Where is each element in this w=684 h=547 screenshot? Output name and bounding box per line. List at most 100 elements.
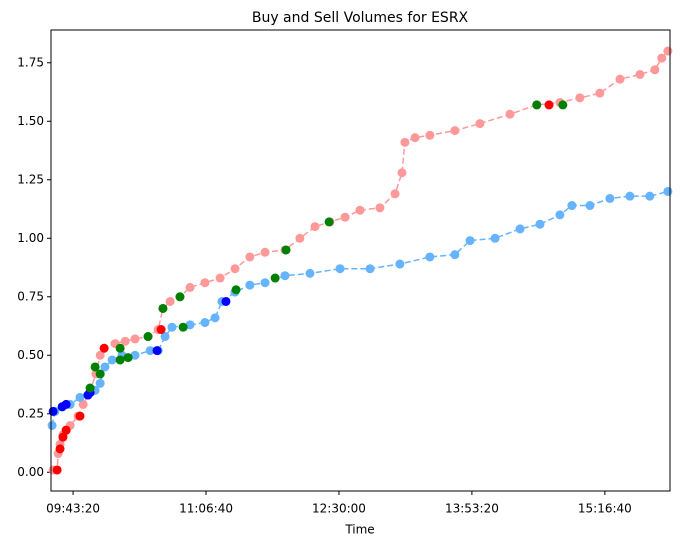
data-point bbox=[100, 362, 110, 372]
data-point bbox=[515, 224, 525, 234]
data-point bbox=[115, 343, 125, 353]
x-tick-label: 11:06:40 bbox=[179, 502, 233, 516]
data-point bbox=[425, 130, 435, 140]
data-point bbox=[210, 313, 220, 323]
data-point bbox=[99, 343, 109, 353]
data-point bbox=[310, 222, 320, 232]
data-point bbox=[663, 46, 673, 56]
data-point bbox=[130, 334, 140, 344]
data-point bbox=[395, 259, 405, 269]
data-point bbox=[143, 332, 153, 342]
data-point bbox=[365, 264, 375, 274]
data-point bbox=[120, 336, 130, 346]
data-point bbox=[397, 168, 407, 178]
series-line bbox=[51, 190, 669, 426]
data-point bbox=[215, 273, 225, 283]
x-axis-label: Time bbox=[344, 523, 374, 537]
data-point bbox=[75, 392, 85, 402]
data-point bbox=[52, 465, 62, 475]
data-point bbox=[475, 119, 485, 129]
data-point bbox=[95, 350, 105, 360]
data-point bbox=[663, 186, 673, 196]
data-point bbox=[335, 264, 345, 274]
data-point bbox=[595, 88, 605, 98]
data-point bbox=[115, 355, 125, 365]
data-point bbox=[450, 250, 460, 260]
data-point bbox=[78, 399, 88, 409]
data-point bbox=[340, 212, 350, 222]
data-point bbox=[221, 296, 231, 306]
data-point bbox=[645, 191, 655, 201]
data-point bbox=[650, 65, 660, 75]
data-point bbox=[544, 100, 554, 110]
data-point bbox=[85, 383, 95, 393]
data-point bbox=[123, 353, 133, 363]
data-point bbox=[200, 278, 210, 288]
data-point bbox=[270, 273, 280, 283]
data-point bbox=[165, 296, 175, 306]
series-line bbox=[53, 50, 669, 471]
data-point bbox=[245, 280, 255, 290]
data-point bbox=[280, 271, 290, 281]
data-point bbox=[657, 53, 667, 63]
data-point bbox=[185, 282, 195, 292]
data-point bbox=[625, 191, 635, 201]
data-point bbox=[48, 406, 58, 416]
data-point bbox=[230, 264, 240, 274]
x-tick-label: 15:16:40 bbox=[578, 502, 632, 516]
x-tick-label: 13:53:20 bbox=[445, 502, 499, 516]
data-point bbox=[585, 201, 595, 211]
data-point bbox=[605, 193, 615, 203]
data-point bbox=[55, 444, 65, 454]
data-point bbox=[160, 332, 170, 342]
y-tick-label: 0.25 bbox=[17, 406, 44, 420]
data-point bbox=[305, 268, 315, 278]
data-point bbox=[450, 126, 460, 136]
data-point bbox=[281, 245, 291, 255]
data-point bbox=[107, 355, 117, 365]
data-point bbox=[175, 292, 185, 302]
y-tick-label: 0.00 bbox=[17, 465, 44, 479]
data-point bbox=[130, 350, 140, 360]
y-tick-label: 0.75 bbox=[17, 289, 44, 303]
data-point bbox=[635, 69, 645, 79]
data-point bbox=[295, 233, 305, 243]
data-point bbox=[58, 432, 68, 442]
plot-frame bbox=[50, 29, 671, 492]
data-point bbox=[410, 133, 420, 143]
data-point bbox=[95, 369, 105, 379]
data-point bbox=[425, 252, 435, 262]
y-tick-label: 1.25 bbox=[17, 172, 44, 186]
data-point bbox=[505, 109, 515, 119]
data-point bbox=[390, 189, 400, 199]
x-tick-label: 09:43:20 bbox=[46, 502, 100, 516]
data-point bbox=[355, 205, 365, 215]
data-point bbox=[185, 320, 195, 330]
data-point bbox=[555, 210, 565, 220]
data-point bbox=[47, 420, 57, 430]
data-point bbox=[156, 325, 166, 335]
data-point bbox=[245, 252, 255, 262]
data-point bbox=[260, 278, 270, 288]
data-point bbox=[532, 100, 542, 110]
data-point bbox=[400, 137, 410, 147]
chart-title: Buy and Sell Volumes for ESRX bbox=[252, 10, 469, 26]
y-tick-label: 1.50 bbox=[17, 114, 44, 128]
data-point bbox=[567, 201, 577, 211]
data-point bbox=[95, 378, 105, 388]
y-tick-label: 0.50 bbox=[17, 348, 44, 362]
data-point bbox=[615, 74, 625, 84]
data-point bbox=[535, 219, 545, 229]
data-point bbox=[324, 217, 334, 227]
data-point bbox=[61, 425, 71, 435]
data-point bbox=[61, 399, 71, 409]
data-point bbox=[167, 322, 177, 332]
data-point bbox=[558, 100, 568, 110]
data-point bbox=[490, 233, 500, 243]
data-point bbox=[575, 93, 585, 103]
data-point bbox=[260, 247, 270, 257]
data-point bbox=[145, 346, 155, 356]
x-tick-label: 12:30:00 bbox=[312, 502, 366, 516]
